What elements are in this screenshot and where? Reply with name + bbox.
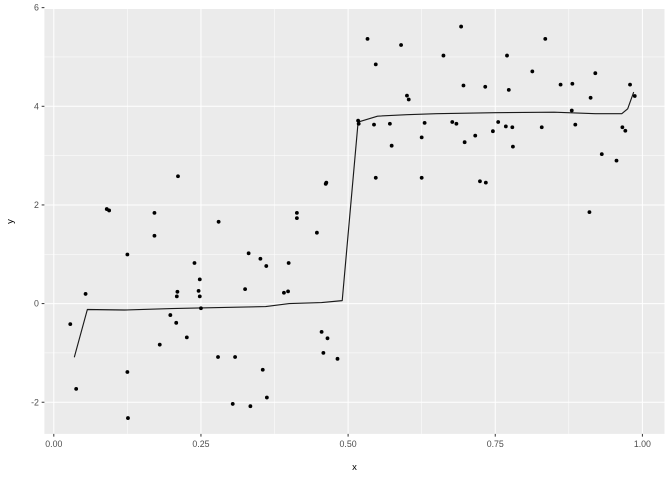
svg-text:2: 2 (34, 200, 39, 210)
svg-text:1.00: 1.00 (634, 439, 651, 449)
svg-text:0.00: 0.00 (45, 439, 62, 449)
svg-text:6: 6 (34, 3, 39, 13)
svg-text:0.25: 0.25 (192, 439, 209, 449)
svg-text:0.50: 0.50 (340, 439, 357, 449)
svg-text:0: 0 (34, 299, 39, 309)
svg-text:-2: -2 (31, 397, 39, 407)
svg-text:y: y (5, 219, 16, 224)
svg-text:0.75: 0.75 (487, 439, 504, 449)
svg-text:x: x (352, 462, 357, 473)
svg-text:4: 4 (34, 101, 39, 111)
